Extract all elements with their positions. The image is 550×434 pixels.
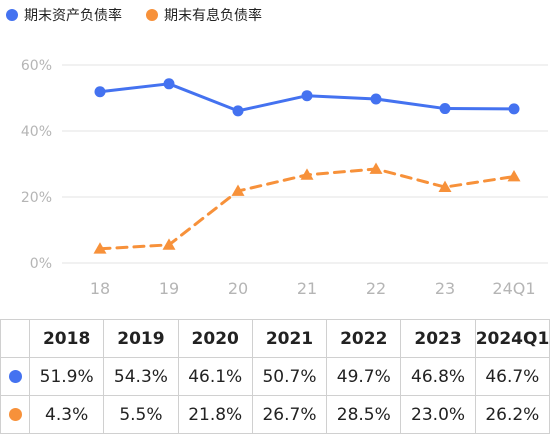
series1-dot-icon — [8, 370, 22, 383]
data-point-triangle — [93, 242, 107, 254]
chart-legend: 期末资产负债率 期末有息负债率 — [6, 4, 286, 26]
data-point-triangle — [369, 162, 383, 174]
table-cell: 46.8% — [400, 357, 476, 396]
legend-item-asset-liability[interactable]: 期末资产负债率 — [6, 5, 122, 25]
data-point-triangle — [162, 238, 176, 250]
y-axis: 0% 20% 40% 60% — [21, 58, 52, 272]
table-header-cell: 2024Q1 — [474, 319, 550, 358]
grid-layer — [62, 64, 548, 264]
legend-marker-series1 — [6, 9, 18, 21]
table-header-row: 2018 2019 2020 2021 2022 2023 2024Q1 — [0, 319, 550, 358]
x-tick-label: 24Q1 — [492, 279, 535, 298]
y-tick-label: 0% — [30, 256, 52, 272]
table-cell: 46.1% — [177, 357, 253, 396]
table-corner-cell — [0, 319, 30, 358]
data-point-triangle — [300, 168, 314, 180]
legend-item-interest-bearing-debt[interactable]: 期末有息负债率 — [146, 5, 262, 25]
legend-label-series2: 期末有息负债率 — [164, 8, 262, 24]
table-cell: 28.5% — [326, 395, 402, 434]
table-cell: 5.5% — [103, 395, 179, 434]
table-header-cell: 2019 — [103, 319, 179, 358]
x-tick-label: 23 — [435, 279, 455, 298]
y-tick-label: 20% — [21, 190, 52, 206]
data-point-circle — [370, 93, 382, 105]
data-point-circle — [508, 103, 520, 115]
y-tick-label: 40% — [21, 124, 52, 140]
table-cell: 4.3% — [28, 395, 105, 434]
table-header-cell: 2018 — [28, 319, 105, 358]
legend-label-series1: 期末资产负债率 — [24, 8, 122, 24]
series2-dot-icon — [8, 408, 22, 421]
data-point-circle — [232, 105, 244, 117]
table-cell: 50.7% — [251, 357, 328, 396]
data-point-triangle — [507, 170, 521, 182]
data-point-circle — [301, 90, 313, 102]
table-cell: 23.0% — [400, 395, 476, 434]
data-point-circle — [94, 86, 106, 98]
table-row: 4.3% 5.5% 21.8% 26.7% 28.5% 23.0% 26.2% — [0, 395, 550, 434]
legend-marker-series2 — [146, 9, 158, 21]
table-cell: 21.8% — [177, 395, 253, 434]
data-point-triangle — [438, 180, 452, 192]
data-table: 2018 2019 2020 2021 2022 2023 2024Q1 51.… — [0, 319, 550, 434]
table-cell: 54.3% — [103, 357, 179, 396]
series-layer — [93, 78, 521, 254]
table-header-cell: 2023 — [400, 319, 476, 358]
x-axis: 18 19 20 21 22 23 24Q1 — [90, 279, 536, 298]
table-cell: 49.7% — [326, 357, 402, 396]
line-chart: 0% 20% 40% 60% 18 19 20 21 22 23 24Q1 — [21, 58, 548, 298]
x-tick-label: 20 — [228, 279, 248, 298]
row-marker-cell — [0, 357, 30, 396]
table-cell: 26.2% — [474, 395, 550, 434]
table-row: 51.9% 54.3% 46.1% 50.7% 49.7% 46.8% 46.7… — [0, 357, 550, 396]
table-cell: 26.7% — [251, 395, 328, 434]
table-header-cell: 2021 — [251, 319, 328, 358]
y-tick-label: 60% — [21, 58, 52, 74]
data-point-triangle — [231, 184, 245, 196]
table-header-cell: 2022 — [326, 319, 402, 358]
data-point-circle — [439, 103, 451, 115]
x-tick-label: 22 — [366, 279, 386, 298]
series-line-2 — [98, 167, 516, 251]
x-tick-label: 21 — [297, 279, 317, 298]
x-tick-label: 18 — [90, 279, 110, 298]
data-point-circle — [163, 78, 175, 90]
table-header-cell: 2020 — [177, 319, 253, 358]
row-marker-cell — [0, 395, 30, 434]
table-cell: 46.7% — [474, 357, 550, 396]
table-cell: 51.9% — [28, 357, 105, 396]
x-tick-label: 19 — [159, 279, 179, 298]
